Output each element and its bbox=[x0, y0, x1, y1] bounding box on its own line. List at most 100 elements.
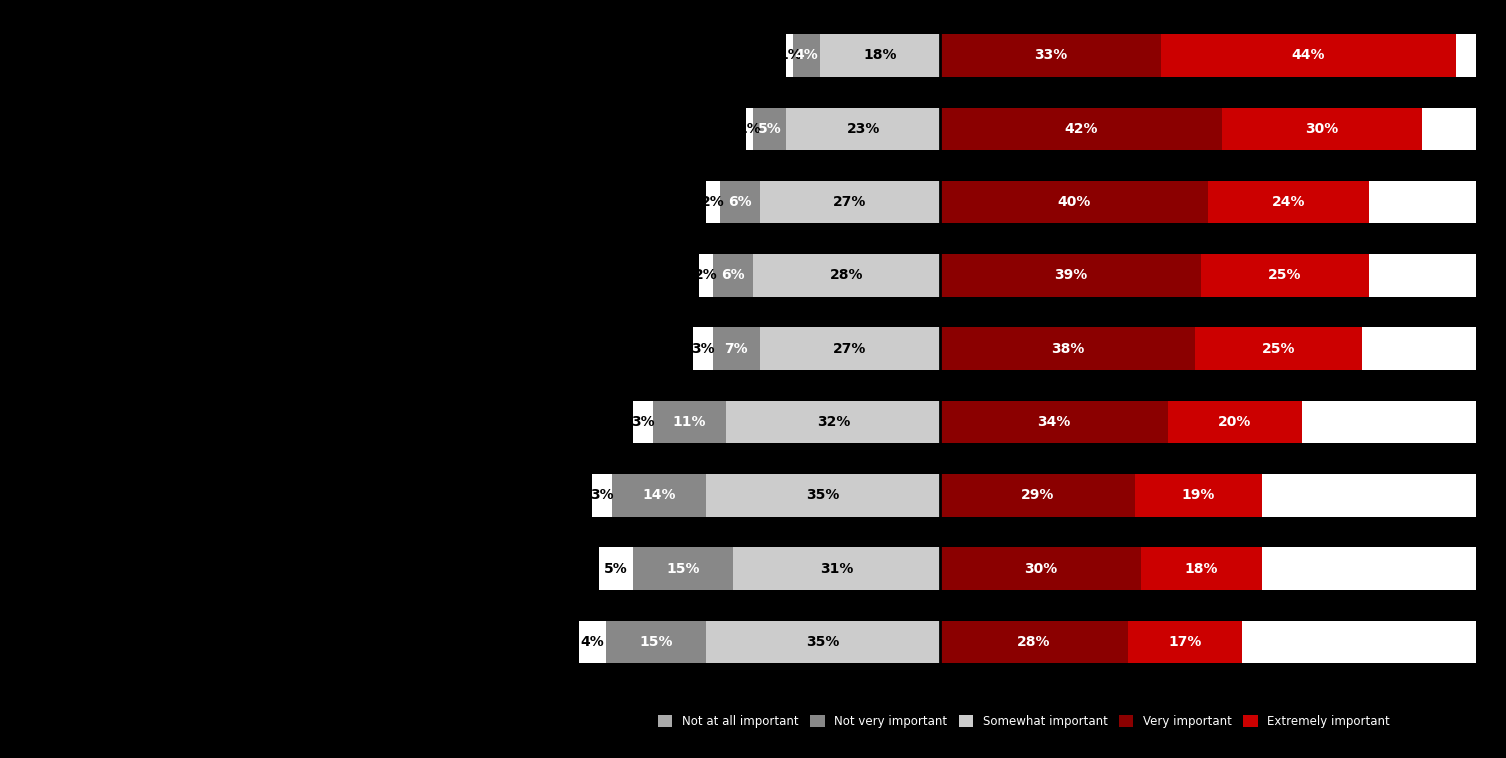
Bar bbox=[633, 547, 733, 590]
Bar bbox=[786, 108, 940, 150]
Bar bbox=[753, 254, 940, 296]
Bar bbox=[1361, 327, 1476, 370]
Bar bbox=[747, 108, 753, 150]
Text: 27%: 27% bbox=[833, 342, 867, 356]
Text: 35%: 35% bbox=[807, 635, 840, 649]
Text: 44%: 44% bbox=[1292, 49, 1325, 62]
Bar bbox=[733, 547, 940, 590]
Text: 25%: 25% bbox=[1262, 342, 1295, 356]
Bar bbox=[940, 181, 1208, 224]
Text: 3%: 3% bbox=[631, 415, 655, 429]
Bar bbox=[940, 547, 1142, 590]
Bar bbox=[794, 34, 819, 77]
Text: 11%: 11% bbox=[673, 415, 706, 429]
Text: 27%: 27% bbox=[833, 195, 867, 209]
Bar bbox=[652, 401, 726, 443]
Text: 33%: 33% bbox=[1035, 49, 1068, 62]
Text: 2%: 2% bbox=[694, 268, 718, 283]
Text: 23%: 23% bbox=[846, 122, 880, 136]
Bar bbox=[693, 327, 712, 370]
Bar bbox=[759, 181, 940, 224]
Bar bbox=[753, 108, 786, 150]
Bar bbox=[1262, 474, 1476, 516]
Bar bbox=[940, 34, 1161, 77]
Bar bbox=[940, 474, 1134, 516]
Bar bbox=[706, 621, 940, 663]
Text: 34%: 34% bbox=[1038, 415, 1071, 429]
Text: 4%: 4% bbox=[795, 49, 818, 62]
Text: 3%: 3% bbox=[590, 488, 614, 503]
Text: 4%: 4% bbox=[580, 635, 604, 649]
Text: 25%: 25% bbox=[1268, 268, 1301, 283]
Bar bbox=[699, 254, 712, 296]
Bar bbox=[1456, 34, 1476, 77]
Bar bbox=[786, 34, 794, 77]
Bar bbox=[940, 108, 1221, 150]
Bar bbox=[706, 474, 940, 516]
Bar bbox=[720, 181, 759, 224]
Bar bbox=[1301, 401, 1476, 443]
Text: 28%: 28% bbox=[1018, 635, 1051, 649]
Bar bbox=[599, 547, 633, 590]
Bar bbox=[1208, 181, 1369, 224]
Bar bbox=[1161, 34, 1456, 77]
Bar bbox=[940, 327, 1194, 370]
Text: 42%: 42% bbox=[1065, 122, 1098, 136]
Bar bbox=[1221, 108, 1422, 150]
Legend: Not at all important, Not very important, Somewhat important, Very important, Ex: Not at all important, Not very important… bbox=[658, 715, 1390, 728]
Bar bbox=[712, 254, 753, 296]
Text: 6%: 6% bbox=[727, 195, 751, 209]
Text: 18%: 18% bbox=[1185, 562, 1218, 575]
Text: 2%: 2% bbox=[700, 195, 724, 209]
Bar bbox=[706, 181, 720, 224]
Bar bbox=[1202, 254, 1369, 296]
Text: 6%: 6% bbox=[721, 268, 745, 283]
Bar bbox=[819, 34, 940, 77]
Text: 29%: 29% bbox=[1021, 488, 1054, 503]
Text: 31%: 31% bbox=[819, 562, 854, 575]
Text: 3%: 3% bbox=[691, 342, 715, 356]
Bar bbox=[726, 401, 940, 443]
Bar bbox=[1169, 401, 1301, 443]
Text: 28%: 28% bbox=[830, 268, 863, 283]
Text: 30%: 30% bbox=[1306, 122, 1339, 136]
Bar bbox=[1142, 547, 1262, 590]
Bar bbox=[940, 254, 1202, 296]
Text: 14%: 14% bbox=[643, 488, 676, 503]
Bar bbox=[940, 401, 1169, 443]
Bar bbox=[940, 621, 1128, 663]
Bar bbox=[1262, 547, 1476, 590]
Text: 1%: 1% bbox=[738, 122, 762, 136]
Bar bbox=[759, 327, 940, 370]
Text: 15%: 15% bbox=[639, 635, 673, 649]
Text: 39%: 39% bbox=[1054, 268, 1087, 283]
Bar bbox=[578, 621, 605, 663]
Text: 30%: 30% bbox=[1024, 562, 1057, 575]
Bar bbox=[1241, 621, 1476, 663]
Text: 7%: 7% bbox=[724, 342, 748, 356]
Text: 5%: 5% bbox=[758, 122, 782, 136]
Bar bbox=[712, 327, 759, 370]
Text: 18%: 18% bbox=[863, 49, 898, 62]
Bar bbox=[1422, 108, 1476, 150]
Bar bbox=[613, 474, 706, 516]
Text: 35%: 35% bbox=[807, 488, 840, 503]
Text: 15%: 15% bbox=[666, 562, 699, 575]
Bar bbox=[1128, 621, 1241, 663]
Text: 17%: 17% bbox=[1169, 635, 1202, 649]
Text: 1%: 1% bbox=[779, 49, 801, 62]
Bar bbox=[633, 401, 652, 443]
Bar bbox=[605, 621, 706, 663]
Bar bbox=[592, 474, 613, 516]
Bar bbox=[1134, 474, 1262, 516]
Bar bbox=[1369, 181, 1476, 224]
Text: 24%: 24% bbox=[1271, 195, 1306, 209]
Text: 32%: 32% bbox=[816, 415, 849, 429]
Bar bbox=[1194, 327, 1361, 370]
Text: 5%: 5% bbox=[604, 562, 628, 575]
Bar bbox=[1369, 254, 1476, 296]
Text: 20%: 20% bbox=[1218, 415, 1251, 429]
Text: 19%: 19% bbox=[1181, 488, 1215, 503]
Text: 38%: 38% bbox=[1051, 342, 1084, 356]
Text: 40%: 40% bbox=[1057, 195, 1090, 209]
